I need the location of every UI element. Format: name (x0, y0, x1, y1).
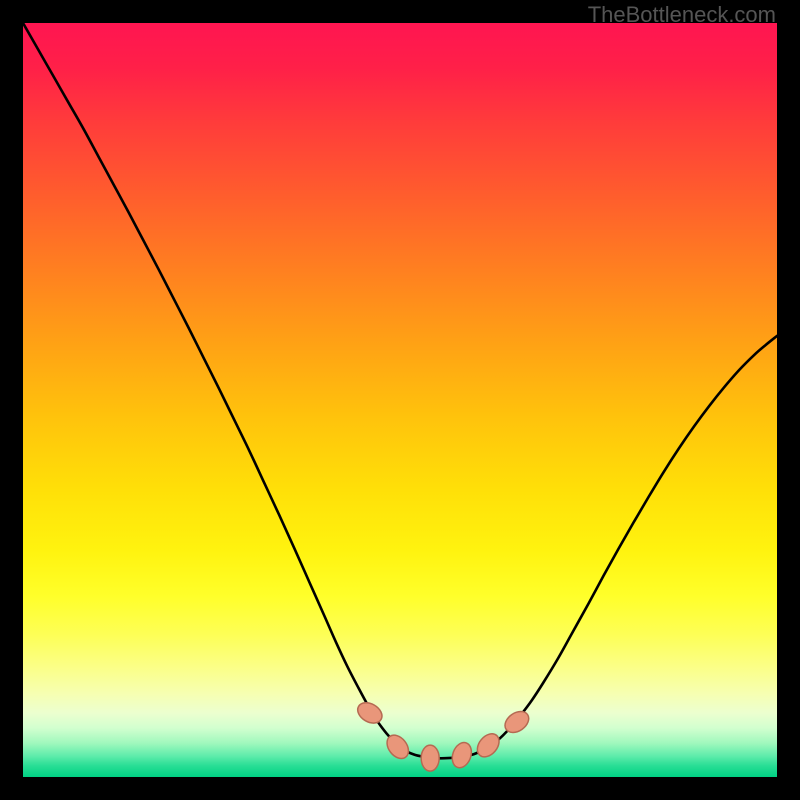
marker-pill (449, 740, 475, 771)
marker-pill (421, 745, 439, 771)
bottleneck-markers (23, 23, 777, 777)
marker-pill (383, 731, 413, 763)
watermark-text: TheBottleneck.com (588, 2, 776, 28)
marker-pill (354, 699, 386, 728)
chart-plot-area (23, 23, 777, 777)
marker-pill (501, 707, 533, 737)
marker-pill (473, 730, 504, 761)
